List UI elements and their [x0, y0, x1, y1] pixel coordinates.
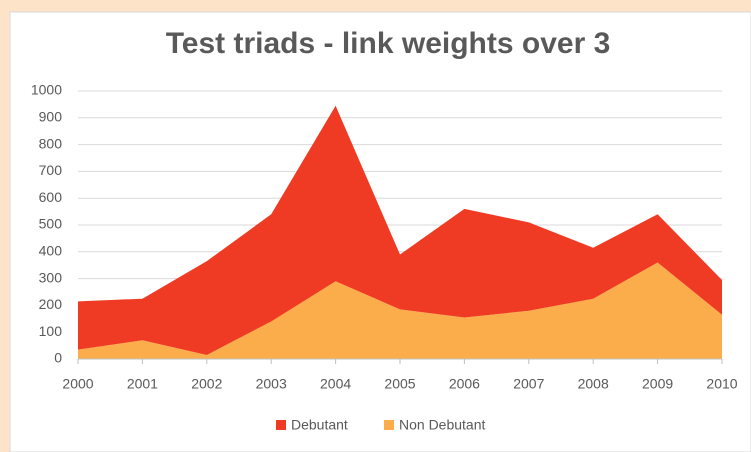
y-tick-label: 700: [39, 162, 63, 178]
x-tick-label: 2000: [62, 376, 93, 392]
x-tick-label: 2005: [384, 376, 415, 392]
y-tick-label: 900: [39, 109, 63, 125]
x-tick-label: 2010: [706, 376, 737, 392]
y-tick-label: 300: [39, 269, 63, 285]
legend-label: Non Debutant: [399, 417, 486, 433]
y-tick-label: 600: [39, 189, 63, 205]
y-tick-label: 400: [39, 243, 63, 259]
y-tick-label: 800: [39, 135, 63, 151]
y-tick-label: 200: [39, 296, 63, 312]
legend-swatch: [276, 420, 286, 430]
legend-swatch: [384, 420, 394, 430]
y-tick-label: 1000: [31, 82, 62, 98]
x-tick-label: 2009: [642, 376, 673, 392]
area: [78, 105, 722, 355]
x-tick-label: 2003: [256, 376, 287, 392]
legend-label: Debutant: [291, 417, 348, 433]
x-tick-label: 2006: [449, 376, 480, 392]
area: [78, 262, 722, 359]
chart-title: Test triads - link weights over 3: [166, 27, 611, 60]
y-tick-label: 0: [54, 350, 62, 366]
x-tick-label: 2002: [191, 376, 222, 392]
x-tick-label: 2001: [127, 376, 158, 392]
y-tick-label: 100: [39, 323, 63, 339]
x-tick-label: 2008: [578, 376, 609, 392]
y-tick-label: 500: [39, 216, 63, 232]
x-tick-label: 2007: [513, 376, 544, 392]
x-tick-label: 2004: [320, 376, 351, 392]
